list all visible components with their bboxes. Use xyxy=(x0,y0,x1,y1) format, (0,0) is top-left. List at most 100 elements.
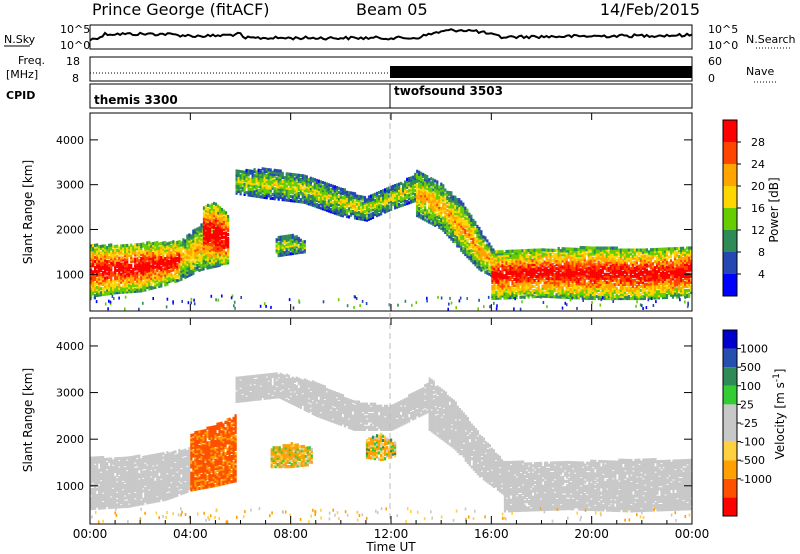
power-cell xyxy=(561,265,564,269)
power-cell xyxy=(267,170,270,174)
power-cell xyxy=(384,194,387,198)
power-cell xyxy=(529,269,532,273)
power-cell xyxy=(120,252,123,256)
power-cell xyxy=(549,262,552,266)
power-cell xyxy=(206,256,210,260)
power-cell xyxy=(269,182,272,186)
power-cell xyxy=(162,253,165,257)
power-cell xyxy=(303,182,306,186)
power-cell xyxy=(559,269,562,273)
power-cell xyxy=(501,256,504,260)
power-cell xyxy=(468,253,471,257)
power-cell xyxy=(301,182,304,186)
power-cell xyxy=(491,264,494,268)
power-cell xyxy=(432,218,435,222)
power-cell xyxy=(497,276,500,280)
power-cell xyxy=(192,267,195,271)
power-cell xyxy=(148,267,151,271)
power-cell xyxy=(390,207,393,211)
power-cell xyxy=(378,197,381,201)
power-cell xyxy=(359,213,363,217)
power-cell xyxy=(202,216,206,220)
power-cell xyxy=(444,208,447,212)
power-cell xyxy=(424,190,427,194)
power-cell xyxy=(577,264,580,268)
power-cell xyxy=(585,286,588,290)
power-cell xyxy=(106,248,109,252)
power-cell xyxy=(186,272,189,276)
power-cell xyxy=(456,232,459,236)
power-cell xyxy=(251,188,254,192)
power-cell xyxy=(257,184,260,188)
power-cell xyxy=(450,227,453,231)
power-cell xyxy=(220,256,224,260)
power-cell xyxy=(386,187,389,191)
power-cell xyxy=(426,181,429,185)
power-cell xyxy=(486,249,489,253)
power-cell xyxy=(104,272,107,276)
power-cell xyxy=(216,248,220,253)
power-cell xyxy=(589,280,592,284)
power-cell xyxy=(321,207,324,211)
power-cell xyxy=(543,270,546,274)
power-cell xyxy=(511,265,514,269)
power-cell xyxy=(253,168,256,172)
power-cell xyxy=(470,222,473,226)
power-cell xyxy=(126,254,129,258)
power-cell xyxy=(261,195,264,199)
power-cell xyxy=(563,259,566,263)
power-cell xyxy=(146,277,149,281)
power-cell xyxy=(549,280,552,285)
power-cell xyxy=(261,173,264,177)
power-cell xyxy=(589,252,592,256)
power-cell xyxy=(162,241,165,245)
power-cell xyxy=(275,187,278,191)
power-cell xyxy=(386,197,389,201)
power-cell xyxy=(440,188,443,192)
power-cell xyxy=(553,254,556,259)
power-cell xyxy=(549,270,552,274)
power-cell xyxy=(146,273,149,277)
power-cell xyxy=(257,182,260,186)
power-cell xyxy=(468,244,471,249)
power-cell xyxy=(499,288,502,292)
power-cell xyxy=(92,244,95,248)
power-cell xyxy=(128,290,131,294)
power-cell xyxy=(249,179,252,183)
power-cell xyxy=(279,169,282,173)
power-cell xyxy=(507,282,510,286)
power-cell xyxy=(140,246,143,251)
power-cell xyxy=(454,238,457,242)
power-cell xyxy=(194,232,197,236)
power-cell xyxy=(160,243,163,248)
power-cell xyxy=(581,262,584,266)
power-cell xyxy=(422,189,425,193)
power-cell xyxy=(591,260,594,264)
power-cell xyxy=(426,219,429,223)
power-cell xyxy=(525,253,528,257)
power-cell xyxy=(202,263,205,267)
power-cell xyxy=(210,223,214,227)
power-cell xyxy=(184,249,187,253)
power-cell xyxy=(486,261,489,265)
power-cell xyxy=(222,255,226,260)
power-cell xyxy=(253,180,256,184)
power-cell xyxy=(303,198,306,202)
power-cell xyxy=(335,200,338,204)
power-cell xyxy=(575,296,578,300)
power-cell xyxy=(529,262,532,267)
power-cell xyxy=(412,191,415,195)
power-cell xyxy=(265,169,268,174)
power-cell xyxy=(581,250,584,254)
power-cell xyxy=(537,254,540,258)
power-cell xyxy=(200,255,203,259)
power-cell xyxy=(533,264,536,268)
power-cell xyxy=(289,244,292,248)
power-cell xyxy=(509,288,512,292)
power-cell xyxy=(434,189,437,193)
power-cell xyxy=(301,242,304,246)
power-cell xyxy=(605,246,608,250)
power-cell xyxy=(394,188,397,192)
power-cell xyxy=(124,246,127,250)
power-cell xyxy=(553,295,556,299)
